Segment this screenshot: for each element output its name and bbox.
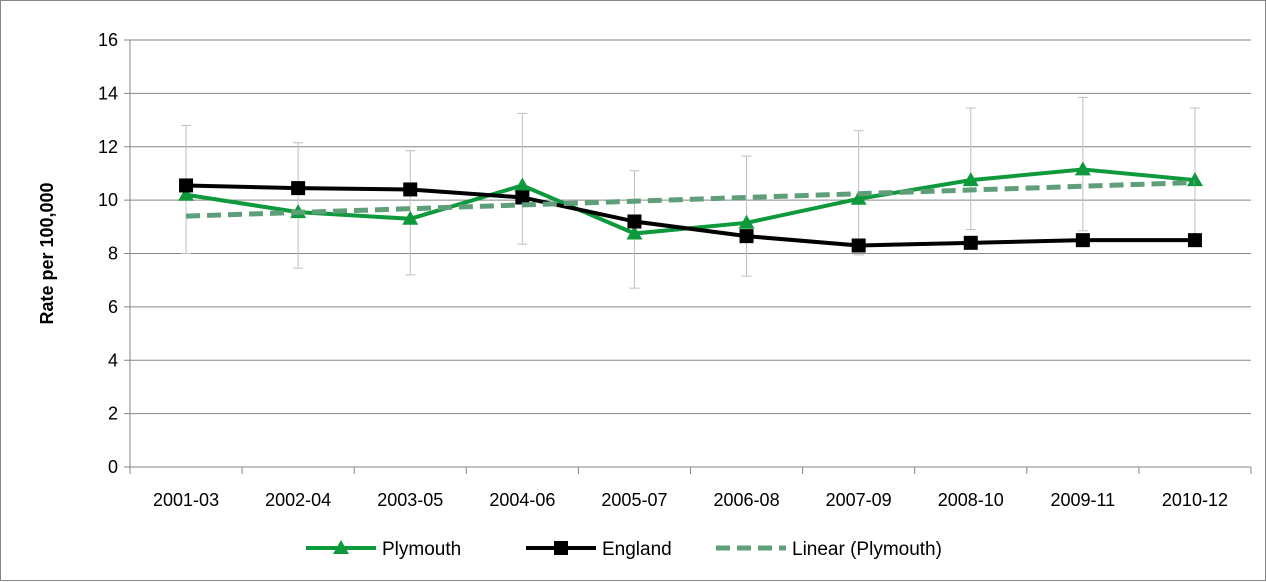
data-point-plymouth — [962, 172, 979, 187]
data-point-plymouth — [738, 214, 755, 229]
data-point-england — [963, 235, 978, 250]
y-tick-label: 16 — [98, 30, 118, 50]
legend-item: England — [526, 539, 672, 560]
y-tick-label: 10 — [98, 190, 118, 210]
data-point-england — [403, 182, 418, 197]
data-point-plymouth — [850, 190, 867, 205]
series-lines — [178, 161, 1203, 253]
y-tick-label: 0 — [108, 457, 118, 477]
x-tick-label: 2007-09 — [826, 490, 892, 510]
x-tick-label: 2008-10 — [938, 490, 1004, 510]
y-tick-label: 8 — [108, 244, 118, 264]
series-line-1 — [186, 183, 1195, 248]
data-point-england — [739, 229, 754, 244]
data-point-plymouth — [1186, 172, 1203, 187]
y-tick-label: 4 — [108, 350, 118, 370]
legend-label: England — [602, 539, 672, 560]
x-tick-label: 2004-06 — [489, 490, 555, 510]
legend-label: Linear (Plymouth) — [792, 539, 942, 560]
y-tick-label: 14 — [98, 83, 118, 103]
y-axis: 0 2 4 6 8 10 12 14 16 — [98, 30, 131, 477]
error-bars — [181, 96, 1200, 289]
data-point-plymouth — [1074, 161, 1091, 176]
x-axis: 2001-03 2002-04 2003-05 2004-06 2005-07 2006-… — [129, 466, 1252, 510]
data-point-england — [627, 214, 642, 229]
y-tick-label: 12 — [98, 137, 118, 157]
data-point-england — [179, 178, 194, 193]
data-point-england — [1075, 233, 1090, 248]
x-tick-label: 2003-05 — [377, 490, 443, 510]
data-point-england — [851, 238, 866, 253]
data-point-plymouth — [402, 210, 419, 225]
legend-marker — [554, 541, 568, 555]
x-tick-label: 2002-04 — [265, 490, 331, 510]
legend-marker — [333, 540, 349, 554]
x-tick-label: 2005-07 — [601, 490, 667, 510]
y-tick-label: 6 — [108, 297, 118, 317]
y-axis-label: Rate per 100,000 — [37, 182, 57, 324]
legend: Plymouth England Linear (Plymouth) — [306, 539, 942, 560]
data-point-england — [515, 190, 530, 205]
x-tick-label: 2010-12 — [1162, 490, 1228, 510]
x-tick-label: 2006-08 — [714, 490, 780, 510]
y-tick-label: 2 — [108, 404, 118, 424]
legend-item: Plymouth — [306, 539, 461, 560]
data-point-england — [291, 181, 306, 196]
data-point-england — [1187, 233, 1202, 248]
data-point-plymouth — [178, 186, 195, 201]
x-tick-label: 2009-11 — [1050, 490, 1115, 510]
error-bar — [1189, 107, 1200, 236]
series-line-2 — [185, 180, 1196, 219]
x-tick-label: 2001-03 — [153, 490, 219, 510]
legend-item: Linear (Plymouth) — [716, 539, 942, 560]
error-bar — [965, 107, 976, 230]
data-point-plymouth — [626, 225, 643, 240]
data-point-plymouth — [514, 177, 531, 192]
legend-label: Plymouth — [382, 539, 461, 560]
